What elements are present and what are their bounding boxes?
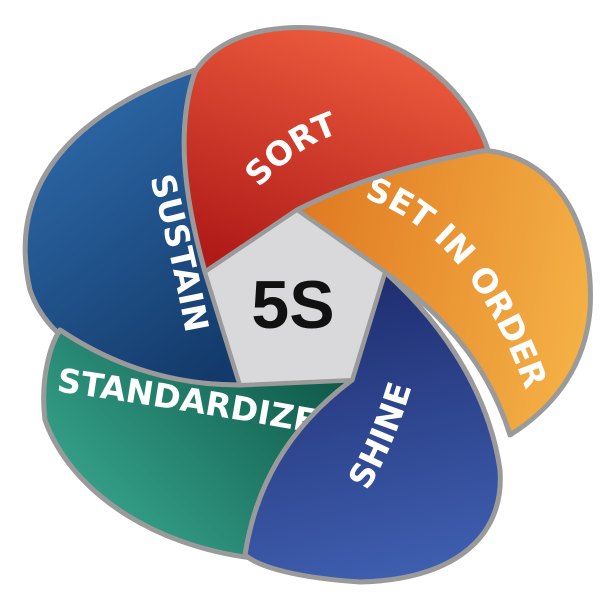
center-pentagon [203, 208, 387, 387]
center-hub: 5S [203, 208, 387, 387]
petal-sort: SORT [181, 25, 491, 275]
petal-shine: SHINE [242, 269, 503, 585]
center-label: 5S [251, 267, 334, 343]
